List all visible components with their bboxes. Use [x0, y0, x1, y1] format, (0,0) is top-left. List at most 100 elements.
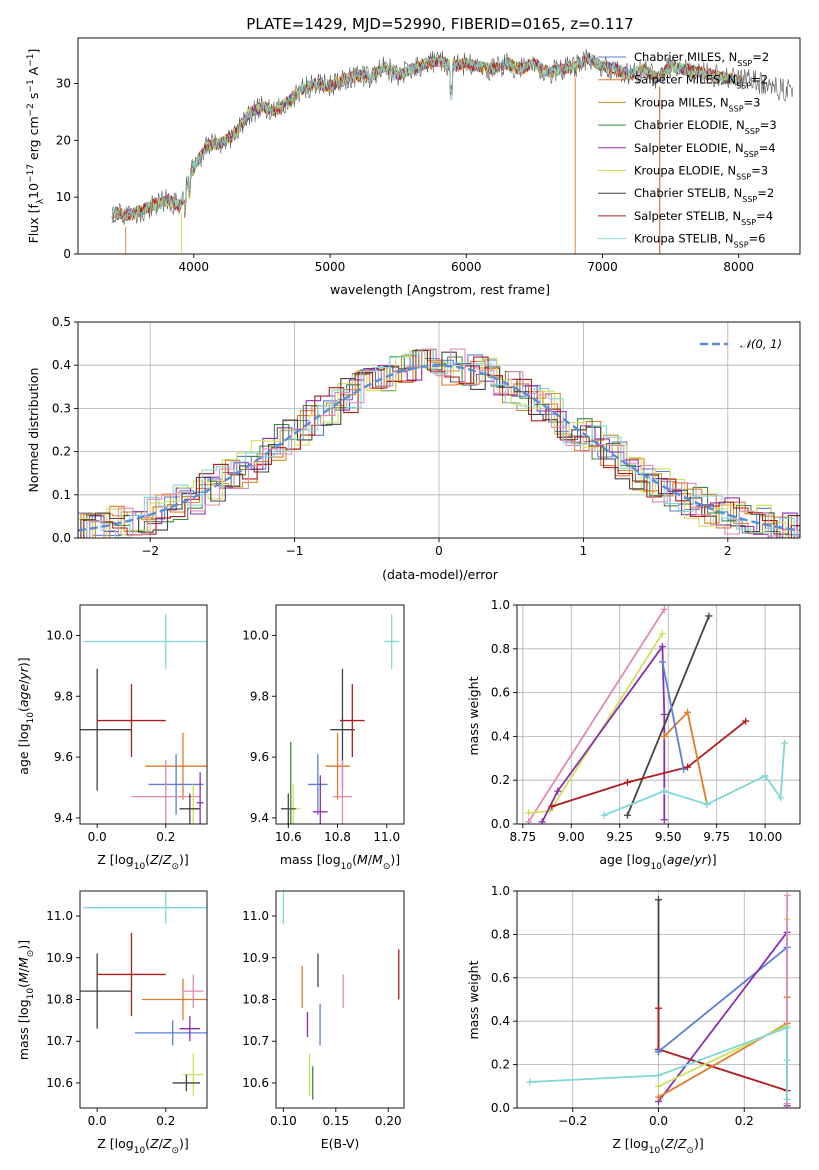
error-bar-point: [83, 891, 207, 925]
y-tick-label: 9.4: [250, 811, 269, 825]
mass-weight-series: [657, 929, 788, 1106]
mass-vs-ebv-panel: 0.10 0.15 0.20 10.6 10.7 10.8 10.9 11.0 E(B-V): [242, 890, 405, 1151]
data-point: [655, 1071, 662, 1079]
data-point: [655, 1082, 662, 1090]
legend-label: Kroupa STELIB, N: [634, 232, 734, 246]
x-tick-label: 0.0: [649, 1114, 668, 1128]
x-axis-label: wavelength [Angstrom, rest frame]: [330, 282, 550, 297]
data-point: [600, 811, 608, 819]
y-tick-label: 0.2: [491, 1058, 510, 1072]
data-point: [660, 605, 668, 613]
data-point: [526, 1078, 534, 1086]
y-tick-label: 0.8: [491, 642, 510, 656]
x-tick-label: 10.8: [324, 830, 351, 844]
data-point: [742, 717, 750, 725]
x-tick-label: 8000: [723, 260, 754, 274]
legend-label: Salpeter MILES, N: [634, 73, 736, 87]
plot-area: [282, 891, 400, 1100]
mass-weight-series: [528, 633, 664, 814]
legend-label: Salpeter STELIB, N: [634, 209, 741, 223]
plot-area: [526, 891, 791, 1108]
error-bar-point: [97, 932, 166, 1017]
data-point: [655, 1004, 662, 1012]
y-tick-label: 0: [63, 247, 71, 261]
plot-area: [80, 891, 207, 1096]
y-axis-label: mass [log10(M/M⊙)]: [16, 940, 36, 1060]
y-tick-label: 20: [56, 133, 71, 147]
x-tick-label: −2: [141, 544, 159, 558]
y-tick-label: 10.0: [46, 628, 73, 642]
plot-area: [280, 614, 400, 824]
x-tick-label: 0.2: [156, 1114, 175, 1128]
data-point: [660, 732, 668, 740]
legend-entry: Chabrier MILES, NSSP=2: [634, 50, 769, 68]
error-bar-point: [80, 953, 132, 1029]
legend-entry: Chabrier ELODIE, NSSP=3: [634, 118, 777, 136]
histogram-series: [78, 348, 800, 538]
mass-weight-series: [661, 661, 685, 770]
y-axis-label: Normed distribution: [26, 368, 41, 493]
y-tick-label: 9.8: [250, 689, 269, 703]
axes-frame: [275, 604, 405, 825]
histogram-series: [78, 349, 800, 538]
error-bar-point: [80, 668, 132, 791]
y-axis-label: mass weight: [466, 960, 481, 1039]
age-vs-mass-panel: 10.6 10.8 11.0 9.4 9.6 9.8 10.0 mass [log10(M/M…: [242, 604, 405, 872]
data-point: [538, 818, 546, 824]
plot-area: [111, 48, 794, 254]
y-tick-label: 0.2: [52, 445, 71, 459]
legend-entry: Kroupa MILES, NSSP=3: [634, 95, 760, 113]
data-point: [705, 612, 713, 620]
error-bar-point: [340, 684, 365, 758]
x-tick-label: 0: [435, 544, 443, 558]
error-bar-point: [141, 978, 207, 1021]
legend-entry: Chabrier STELIB, NSSP=2: [634, 186, 774, 204]
x-tick-label: 0.20: [375, 1114, 402, 1128]
y-tick-label: 11.0: [242, 909, 269, 923]
error-bar-point: [308, 754, 328, 815]
y-tick-label: 11.0: [46, 909, 73, 923]
x-tick-label: 9.50: [655, 830, 682, 844]
y-tick-label: 0.5: [52, 315, 71, 329]
data-point: [660, 711, 668, 718]
y-tick-label: 0.4: [491, 1014, 510, 1028]
x-axis-label: E(B-V): [321, 1136, 360, 1151]
data-point: [660, 816, 668, 824]
data-point: [783, 1024, 791, 1032]
axes-frame: [77, 321, 801, 539]
y-tick-label: 10.7: [242, 1034, 269, 1048]
y-tick-label: 10.0: [242, 628, 269, 642]
error-bar-point: [196, 772, 204, 824]
legend-label: Chabrier ELODIE, N: [634, 118, 745, 132]
plot-area: [78, 348, 800, 538]
axes-frame: [77, 37, 801, 255]
legend-label: Chabrier STELIB, N: [634, 186, 742, 200]
data-point: [780, 739, 788, 747]
legend-label: Kroupa ELODIE, N: [634, 164, 736, 178]
y-tick-label: 0.0: [52, 531, 71, 545]
mass-weight-series: [657, 946, 788, 1053]
y-tick-label: 1.0: [491, 598, 510, 612]
error-bar-point: [384, 614, 400, 669]
error-bar-point: [182, 974, 204, 1008]
x-axis-label: Z [log10(Z/Z⊙)]: [97, 852, 189, 872]
y-tick-label: 10.9: [242, 951, 269, 965]
y-axis-label: Flux [fλ10−17 erg cm−2 s−1 A−1]: [26, 49, 46, 244]
data-point: [658, 658, 666, 666]
age-vs-metallicity-panel: 0.0 0.2 9.4 9.6 9.8 10.0 Z [log10(Z/Z⊙)] age [l…: [16, 604, 208, 872]
data-point: [783, 1095, 791, 1103]
x-axis-label: (data-model)/error: [382, 567, 499, 582]
y-tick-label: 10.6: [242, 1076, 269, 1090]
data-point: [623, 778, 631, 786]
error-bar-point: [325, 732, 350, 800]
data-point: [658, 643, 666, 651]
y-tick-label: 0.1: [52, 488, 71, 502]
error-bar-point: [83, 614, 207, 669]
x-tick-label: 4000: [179, 260, 210, 274]
x-tick-label: 0.0: [88, 830, 107, 844]
data-point: [684, 763, 692, 771]
x-tick-label: 2: [724, 544, 732, 558]
x-tick-label: 0.2: [156, 830, 175, 844]
data-point: [655, 1048, 662, 1056]
data-point: [655, 1093, 662, 1101]
